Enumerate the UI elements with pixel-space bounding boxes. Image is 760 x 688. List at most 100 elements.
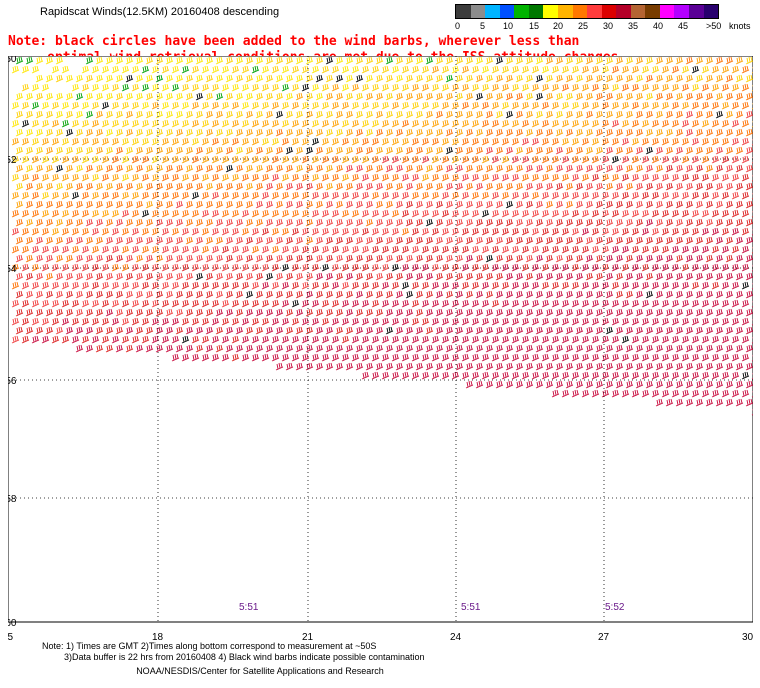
wind-barb [565, 272, 574, 281]
wind-barb [575, 308, 584, 317]
wind-barb [395, 110, 404, 119]
wind-barb [545, 254, 554, 263]
wind-barb [271, 299, 280, 308]
wind-barb [411, 281, 420, 290]
wind-barb [245, 146, 254, 155]
wind-barb [115, 290, 124, 299]
wind-barb [265, 290, 274, 299]
wind-barb [631, 299, 640, 308]
wind-barb [711, 191, 720, 200]
wind-barb [545, 92, 554, 101]
wind-barb [401, 209, 410, 218]
wind-barb [31, 245, 40, 254]
wind-barb [665, 164, 674, 173]
wind-barb [25, 164, 34, 173]
wind-barb [201, 227, 210, 236]
wind-barb [465, 110, 474, 119]
wind-barb [535, 56, 544, 65]
wind-barb [151, 101, 160, 110]
wind-barb [215, 128, 224, 137]
wind-barb [491, 371, 500, 380]
wind-barb [365, 56, 374, 65]
wind-barb [581, 371, 590, 380]
wind-barb [345, 182, 354, 191]
wind-barb [415, 74, 424, 83]
wind-barb [31, 119, 40, 128]
wind-barb [365, 272, 374, 281]
wind-barb [745, 380, 753, 389]
wind-barb [11, 209, 20, 218]
wind-barb [721, 209, 730, 218]
wind-barb [345, 326, 354, 335]
wind-barb [731, 209, 740, 218]
wind-barb [705, 74, 714, 83]
wind-barb [715, 326, 724, 335]
wind-barb [625, 146, 634, 155]
wind-barb [221, 263, 230, 272]
wind-barb [425, 236, 434, 245]
wind-barb [485, 344, 494, 353]
wind-barb [171, 155, 180, 164]
wind-barb [431, 371, 440, 380]
wind-barb [475, 236, 484, 245]
wind-barb [461, 263, 470, 272]
wind-barb [555, 110, 564, 119]
wind-barb [235, 344, 244, 353]
wind-barb [575, 182, 584, 191]
wind-barb [231, 209, 240, 218]
wind-barb [375, 146, 384, 155]
wind-barb [481, 65, 490, 74]
wind-barb [205, 290, 214, 299]
wind-barb [505, 128, 514, 137]
wind-barb [501, 371, 510, 380]
wind-barb [271, 353, 280, 362]
wind-barb [581, 353, 590, 362]
wind-barb [15, 272, 24, 281]
wind-barb [215, 92, 224, 101]
wind-barb [525, 290, 534, 299]
wind-barb [521, 317, 530, 326]
wind-barb [185, 290, 194, 299]
wind-barb [305, 146, 314, 155]
wind-barb [105, 344, 114, 353]
wind-barb [451, 281, 460, 290]
wind-barb [665, 272, 674, 281]
wind-barb [455, 164, 464, 173]
wind-barb [151, 83, 160, 92]
wind-barb [345, 110, 354, 119]
wind-barb [65, 272, 74, 281]
wind-barb [191, 353, 200, 362]
wind-barb [671, 281, 680, 290]
wind-barb [35, 326, 44, 335]
wind-barb [305, 326, 314, 335]
wind-barb [745, 290, 753, 299]
wind-barb [531, 371, 540, 380]
wind-barb [85, 218, 94, 227]
wind-barb [275, 236, 284, 245]
wind-barb [725, 182, 734, 191]
wind-barb [95, 200, 104, 209]
wind-barb [161, 299, 170, 308]
wind-barb [105, 164, 114, 173]
wind-barb [591, 227, 600, 236]
wind-barb [25, 272, 34, 281]
wind-barb [651, 263, 660, 272]
wind-barb [585, 182, 594, 191]
wind-barb [171, 173, 180, 182]
wind-barb [571, 65, 580, 74]
wind-barb [631, 245, 640, 254]
wind-barb [685, 290, 694, 299]
wind-barb [601, 281, 610, 290]
wind-barb [225, 74, 234, 83]
wind-barb [395, 200, 404, 209]
wind-barb [331, 335, 340, 344]
wind-barb [531, 137, 540, 146]
wind-barb [681, 155, 690, 164]
wind-barb [525, 146, 534, 155]
wind-barb [395, 92, 404, 101]
legend-label: 35 [628, 21, 639, 31]
wind-barb [95, 308, 104, 317]
wind-barb [345, 308, 354, 317]
wind-barb [91, 155, 100, 164]
wind-barb [241, 317, 250, 326]
